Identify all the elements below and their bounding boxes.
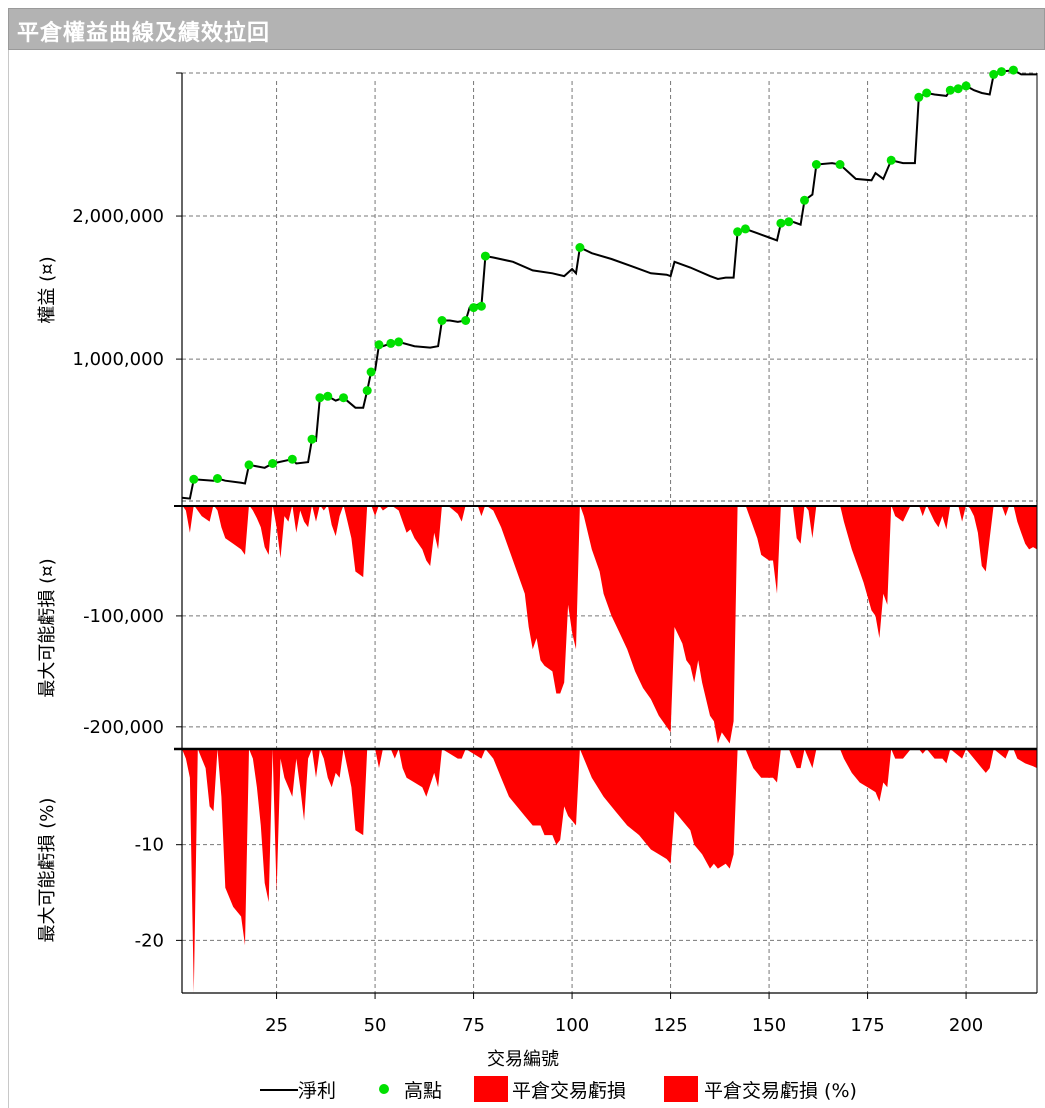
legend-closed-loss-swatch	[474, 1076, 508, 1102]
high-point-marker	[480, 251, 490, 261]
tick-labels: 25 50 75 100 125 150 175 200 1,000,000 2,000,000 -…	[72, 206, 983, 1036]
y-tick-label: 1,000,000	[72, 349, 164, 370]
x-tick-label: 175	[850, 1015, 884, 1036]
high-point-marker	[800, 195, 809, 205]
high-point-marker	[997, 67, 1006, 77]
high-point-marker	[394, 337, 404, 347]
high-point-marker	[268, 459, 278, 468]
high-point-marker	[366, 367, 376, 377]
high-point-marker	[189, 474, 199, 484]
y-tick-label: -10	[135, 835, 164, 856]
high-point-marker	[307, 434, 317, 444]
high-point-marker	[733, 227, 743, 237]
high-point-marker	[835, 160, 845, 169]
high-point-marker	[339, 393, 348, 403]
axes	[174, 72, 1038, 999]
drawdown-axis-title: 最大可能虧損 (¤)	[37, 558, 58, 697]
high-point-marker	[323, 391, 333, 401]
high-point-marker	[469, 303, 479, 313]
x-tick-label: 100	[555, 1015, 589, 1036]
high-point-marker	[287, 454, 297, 464]
frame-left-border	[8, 50, 9, 1108]
high-point-marker	[914, 92, 924, 102]
y-tick-label: 2,000,000	[72, 206, 164, 227]
high-point-marker	[784, 217, 794, 227]
x-tick-label: 25	[265, 1015, 288, 1036]
high-point-marker	[1008, 65, 1018, 75]
high-point-markers	[189, 65, 1018, 484]
legend-closed-loss-percent-label: 平倉交易虧損 (%)	[704, 1080, 857, 1102]
drawdown-percent-area-series	[182, 749, 1037, 993]
high-point-marker	[811, 160, 821, 169]
y-tick-label: -100,000	[83, 606, 164, 627]
high-point-marker	[922, 88, 932, 98]
x-tick-label: 200	[949, 1015, 983, 1036]
equity-line	[181, 69, 1037, 500]
legend-high-point-swatch	[379, 1084, 389, 1094]
equity-line-series	[181, 69, 1037, 500]
window-title: 平倉權益曲線及績效拉回	[17, 21, 271, 46]
equity-axis-title: 權益 (¤)	[37, 256, 58, 323]
high-point-marker	[244, 460, 254, 470]
y-tick-label: -200,000	[83, 717, 164, 738]
high-point-marker	[575, 243, 585, 252]
high-point-marker	[953, 84, 963, 94]
x-tick-label: 50	[364, 1015, 387, 1036]
high-point-marker	[386, 338, 396, 348]
x-axis-title: 交易編號	[487, 1049, 559, 1070]
high-point-marker	[740, 224, 750, 234]
high-point-marker	[437, 316, 447, 325]
legend: 淨利 高點 平倉交易虧損 平倉交易虧損 (%)	[260, 1076, 857, 1102]
legend-net-profit-label: 淨利	[298, 1080, 336, 1102]
high-point-marker	[315, 393, 325, 403]
legend-closed-loss-percent-swatch	[664, 1076, 698, 1102]
high-point-marker	[213, 474, 222, 483]
drawdown-area	[182, 505, 1037, 744]
x-tick-label: 150	[752, 1015, 786, 1036]
x-tick-label: 75	[462, 1015, 485, 1036]
drawdown-percent-axis-title: 最大可能虧損 (%)	[37, 798, 58, 943]
high-point-marker	[374, 340, 384, 350]
high-point-marker	[886, 155, 896, 165]
window-title-bar: 平倉權益曲線及績效拉回	[8, 8, 1045, 50]
high-point-marker	[461, 316, 471, 325]
legend-closed-loss-label: 平倉交易虧損	[512, 1080, 626, 1102]
x-tick-label: 125	[653, 1015, 687, 1036]
y-tick-label: -20	[135, 930, 164, 951]
high-point-marker	[776, 218, 786, 228]
high-point-marker	[476, 301, 486, 311]
high-point-marker	[945, 85, 955, 95]
high-point-marker	[989, 69, 999, 79]
high-point-marker	[362, 386, 372, 396]
drawdown-area-series	[182, 505, 1037, 744]
drawdown-percent-area	[182, 749, 1037, 993]
legend-high-point-label: 高點	[404, 1080, 442, 1102]
high-point-marker	[961, 81, 971, 91]
